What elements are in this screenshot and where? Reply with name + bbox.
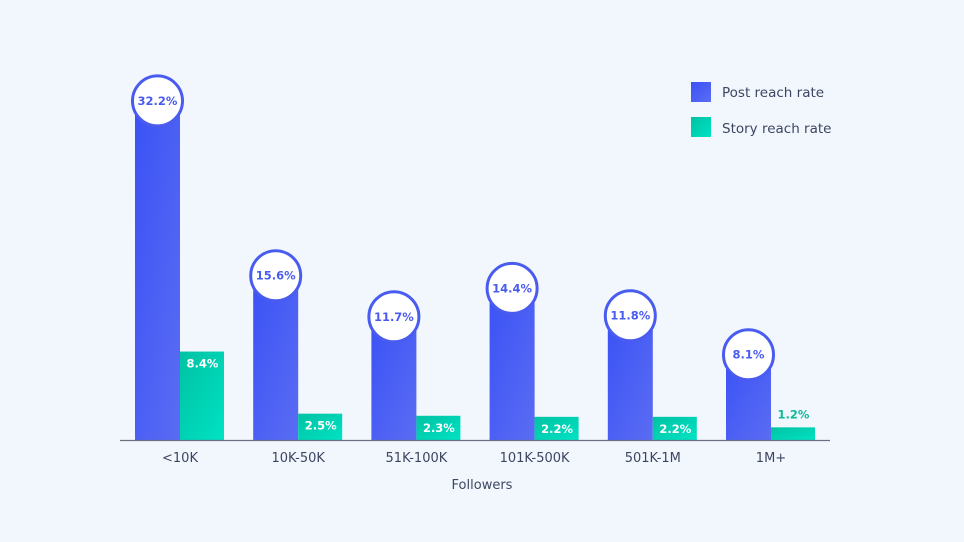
legend-label-story: Story reach rate (722, 121, 831, 137)
bar-story-reach (180, 351, 224, 440)
bar-story-reach (652, 416, 697, 440)
legend-swatch-story (691, 117, 711, 137)
data-label-post: 15.6% (256, 269, 296, 283)
data-label-story: 2.5% (305, 419, 337, 433)
post-value-bubble (485, 261, 539, 315)
post-value-bubble (722, 328, 775, 382)
x-axis-label: Followers (452, 478, 513, 493)
data-label-post: 32.2% (138, 94, 178, 108)
bar-story-reach (771, 427, 815, 440)
legend-label-post: Post reach rate (722, 85, 824, 101)
post-value-bubble (603, 289, 657, 343)
x-tick-label: <10K (162, 451, 198, 466)
bar-story-reach (298, 413, 343, 440)
bar-story-reach (534, 416, 579, 440)
post-value-bubble (249, 249, 303, 303)
data-label-story: 2.3% (423, 421, 455, 435)
x-tick-label: 1M+ (756, 451, 786, 466)
data-label-post: 8.1% (733, 348, 765, 362)
post-value-bubble (367, 290, 421, 344)
data-label-post: 14.4% (492, 281, 532, 295)
data-label-post: 11.8% (610, 309, 650, 323)
data-label-post: 11.7% (374, 310, 414, 324)
x-tick-label: 10K-50K (271, 451, 325, 466)
post-value-bubble (131, 74, 184, 128)
data-label-story: 1.2% (778, 407, 810, 421)
x-tick-label: 101K-500K (500, 451, 570, 466)
data-label-story: 2.2% (659, 422, 691, 436)
bar-story-reach (416, 415, 461, 440)
bar-post-reach (253, 275, 299, 440)
x-tick-label: 51K-100K (386, 451, 448, 466)
legend-swatch-post (691, 82, 711, 102)
x-tick-label: 501K-1M (625, 451, 681, 466)
data-label-story: 2.2% (541, 422, 573, 436)
data-label-story: 8.4% (187, 357, 219, 371)
bar-post-reach (135, 100, 180, 441)
legend: Post reach rate Story reach rate (691, 82, 831, 137)
